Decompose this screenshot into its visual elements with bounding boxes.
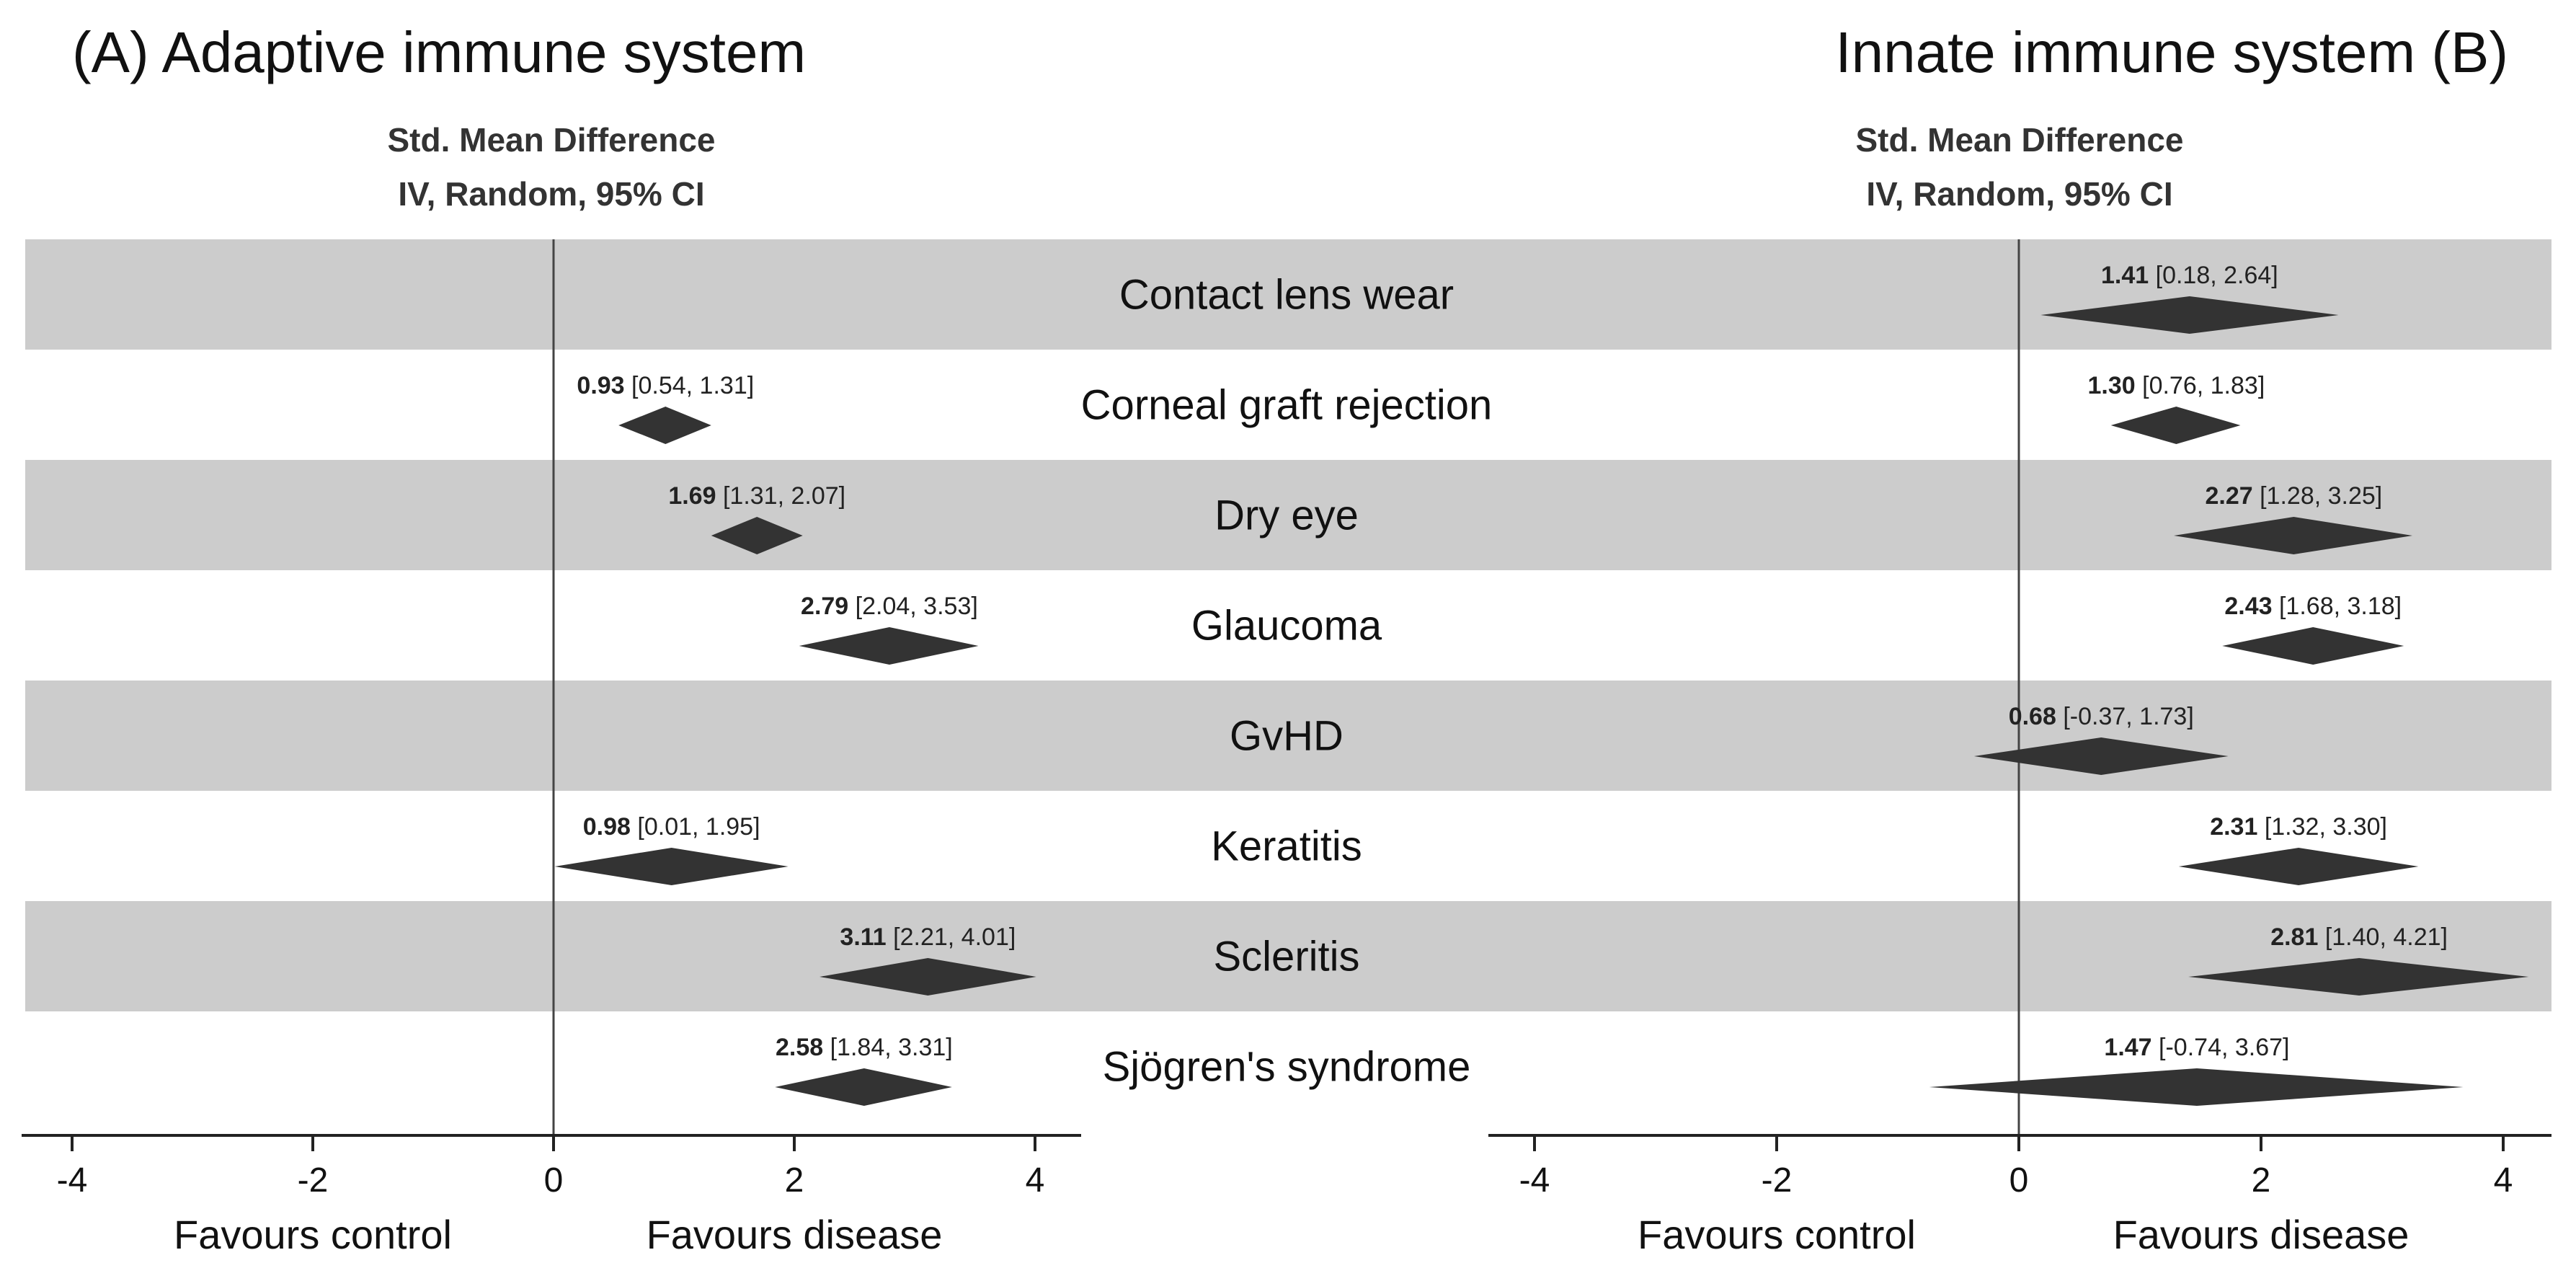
effect-diamond <box>2040 296 2339 334</box>
effect-estimate: 3.11 <box>840 923 886 951</box>
effect-diamond <box>2222 627 2404 665</box>
favours-disease-label: Favours disease <box>647 1212 943 1257</box>
effect-label: 0.93 [0.54, 1.31] <box>577 372 754 399</box>
row-band <box>25 681 2551 791</box>
panel-b-header-line1: Std. Mean Difference <box>1856 121 2184 159</box>
category-label: Sjögren's syndrome <box>1103 1044 1471 1091</box>
effect-diamond <box>799 627 979 665</box>
row-band <box>25 239 2551 350</box>
favours-control-label: Favours control <box>1638 1212 1916 1257</box>
category-label: Dry eye <box>1214 492 1359 539</box>
effect-estimate: 2.31 <box>2210 813 2257 841</box>
effect-diamond <box>1973 737 2229 775</box>
effect-label: 1.69 [1.31, 2.07] <box>668 482 845 510</box>
effect-ci: [2.04, 3.53] <box>848 593 978 620</box>
x-tick-label: 0 <box>544 1161 564 1200</box>
effect-diamond <box>1929 1068 2464 1106</box>
effect-estimate: 2.81 <box>2270 923 2318 951</box>
effect-ci: [1.28, 3.25] <box>2253 482 2383 510</box>
effect-estimate: 1.41 <box>2101 262 2149 289</box>
effect-ci: [1.40, 4.21] <box>2318 923 2448 951</box>
x-tick-label: -2 <box>1762 1161 1793 1200</box>
panel-a-plot: -4 -2 0 2 4 Favours control Favours disease 0.9… <box>22 239 1081 1257</box>
x-tick-label: -2 <box>298 1161 329 1200</box>
effect-ci: [0.76, 1.83] <box>2136 372 2265 399</box>
category-label: Glaucoma <box>1191 603 1382 650</box>
effect-label: 3.11 [2.21, 4.01] <box>840 923 1016 951</box>
effect-label: 2.27 [1.28, 3.25] <box>2205 482 2382 510</box>
category-label: Scleritis <box>1213 934 1359 980</box>
favours-control-label: Favours control <box>174 1212 452 1257</box>
category-labels: Contact lens wear Corneal graft rejection… <box>1081 272 1493 1091</box>
effect-diamond <box>618 407 711 444</box>
x-tick-label: -4 <box>57 1161 88 1200</box>
effect-ci: [0.18, 2.64] <box>2149 262 2278 289</box>
effect-estimate: 0.98 <box>583 813 631 841</box>
effect-label: 2.31 [1.32, 3.30] <box>2210 813 2387 841</box>
row-band <box>25 901 2551 1011</box>
effect-label: 2.43 [1.68, 3.18] <box>2224 593 2402 620</box>
effect-estimate: 2.79 <box>801 593 848 620</box>
panel-b-header-line2: IV, Random, 95% CI <box>1866 175 2172 213</box>
category-label: Keratitis <box>1211 823 1362 870</box>
panel-a-header-line1: Std. Mean Difference <box>388 121 716 159</box>
effect-ci: [1.31, 2.07] <box>716 482 846 510</box>
effect-label: 0.68 [-0.37, 1.73] <box>2009 703 2194 730</box>
effect-label: 1.30 [0.76, 1.83] <box>2088 372 2265 399</box>
effect-estimate: 1.30 <box>2088 372 2136 399</box>
panel-a-header-line2: IV, Random, 95% CI <box>398 175 704 213</box>
effect-estimate: 1.47 <box>2104 1034 2151 1061</box>
effect-diamond <box>2188 958 2529 996</box>
effect-label: 2.58 [1.84, 3.31] <box>776 1034 953 1061</box>
effect-estimate: 2.27 <box>2205 482 2252 510</box>
effect-estimate: 0.93 <box>577 372 624 399</box>
effect-diamond <box>711 517 803 554</box>
panel-b-title: Innate immune system (B) <box>1835 20 2508 84</box>
effect-estimate: 0.68 <box>2009 703 2056 730</box>
effect-ci: [0.01, 1.95] <box>631 813 760 841</box>
row-bands <box>25 239 2551 1011</box>
effect-label: 1.47 [-0.74, 3.67] <box>2104 1034 2289 1061</box>
effect-diamond <box>2110 407 2241 444</box>
effect-diamond <box>775 1068 952 1106</box>
effect-ci: [-0.74, 3.67] <box>2152 1034 2290 1061</box>
x-tick-label: 2 <box>785 1161 804 1200</box>
category-label: Contact lens wear <box>1119 272 1454 319</box>
category-label: GvHD <box>1230 713 1343 760</box>
x-tick-label: 0 <box>2009 1161 2029 1200</box>
effect-label: 1.41 [0.18, 2.64] <box>2101 262 2278 289</box>
effect-label: 2.81 [1.40, 4.21] <box>2270 923 2448 951</box>
category-label: Corneal graft rejection <box>1081 382 1493 429</box>
effect-diamond <box>2178 848 2419 885</box>
x-tick-label: -4 <box>1519 1161 1550 1200</box>
effect-estimate: 2.58 <box>776 1034 823 1061</box>
effect-ci: [2.21, 4.01] <box>887 923 1016 951</box>
panel-b-plot: -4 -2 0 2 4 Favours control Favours disease 1.4… <box>1488 239 2551 1257</box>
effect-diamond <box>2174 517 2412 554</box>
effect-estimate: 1.69 <box>668 482 716 510</box>
effect-ci: [1.84, 3.31] <box>823 1034 953 1061</box>
effect-label: 0.98 [0.01, 1.95] <box>583 813 760 841</box>
panel-a-title: (A) Adaptive immune system <box>72 20 806 84</box>
favours-disease-label: Favours disease <box>2113 1212 2410 1257</box>
effect-ci: [-0.37, 1.73] <box>2056 703 2194 730</box>
x-tick-label: 4 <box>1026 1161 1045 1200</box>
effect-diamond <box>554 848 789 885</box>
effect-diamond <box>820 958 1036 996</box>
x-tick-label: 4 <box>2494 1161 2513 1200</box>
effect-estimate: 2.43 <box>2224 593 2272 620</box>
effect-ci: [1.68, 3.18] <box>2273 593 2402 620</box>
effect-ci: [1.32, 3.30] <box>2257 813 2387 841</box>
effect-label: 2.79 [2.04, 3.53] <box>801 593 978 620</box>
effect-ci: [0.54, 1.31] <box>625 372 755 399</box>
x-tick-label: 2 <box>2252 1161 2271 1200</box>
row-band <box>25 460 2551 570</box>
